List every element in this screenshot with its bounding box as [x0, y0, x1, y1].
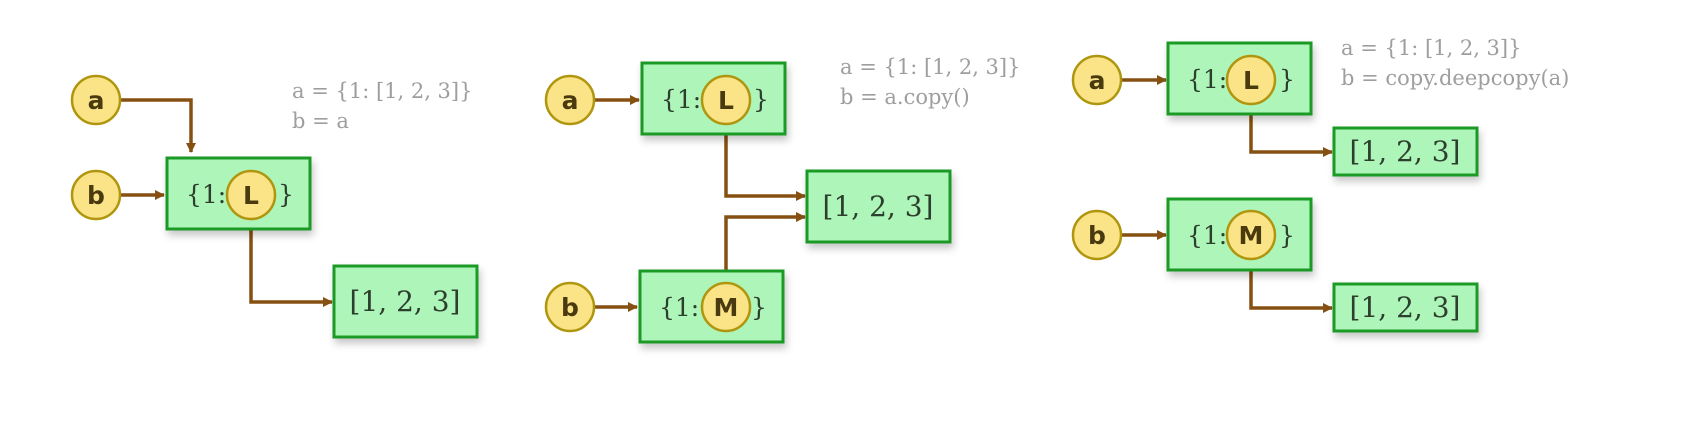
- dict-suffix: }: [1279, 221, 1295, 250]
- code-line: a = {1: [1, 2, 3]}: [1341, 36, 1521, 60]
- dict-prefix: {1:: [661, 85, 701, 114]
- dict-box: {1: } L: [1166, 41, 1313, 116]
- dict-box: {1: } L: [640, 61, 787, 136]
- dict-suffix: }: [278, 180, 294, 209]
- variable-label: a: [88, 86, 105, 115]
- dict-prefix: {1:: [1187, 221, 1227, 250]
- reference-label: L: [718, 86, 734, 115]
- panel-shallow-copy: a = {1: [1, 2, 3]} b = a.copy() {1: } L …: [544, 55, 1020, 344]
- reference-label: L: [243, 181, 259, 210]
- variable-label: a: [1089, 66, 1106, 95]
- code-line: a = {1: [1, 2, 3]}: [292, 79, 472, 103]
- variable-b: b: [544, 281, 596, 333]
- variable-label: a: [562, 86, 579, 115]
- dict-prefix: {1:: [659, 293, 699, 322]
- code-line: b = a: [292, 109, 349, 133]
- list-label: [1, 2, 3]: [1350, 291, 1461, 324]
- panel-assignment: a = {1: [1, 2, 3]} b = a {1: } L [1, 2, …: [70, 74, 479, 339]
- code-line: a = {1: [1, 2, 3]}: [840, 55, 1020, 79]
- reference-arrow: [249, 205, 333, 307]
- variable-b: b: [70, 169, 122, 221]
- dict-box: {1: } M: [1166, 197, 1313, 272]
- panel-deep-copy: a = {1: [1, 2, 3]} b = copy.deepcopy(a) …: [1071, 36, 1569, 333]
- reference-circle: [700, 281, 752, 333]
- list-box: [1, 2, 3]: [1332, 282, 1479, 333]
- variable-b: b: [1071, 209, 1123, 261]
- dict-box: {1: } M: [638, 269, 785, 344]
- reference-arrow: [724, 112, 806, 201]
- reference-label: M: [714, 293, 739, 322]
- list-label: [1, 2, 3]: [1350, 135, 1461, 168]
- list-label: [1, 2, 3]: [350, 285, 461, 318]
- reference-arrow: [118, 98, 196, 153]
- variable-label: b: [1088, 221, 1106, 250]
- reference-circle: [225, 169, 277, 221]
- dict-box: {1: } L: [165, 156, 312, 231]
- reference-circle: [1225, 209, 1277, 261]
- variable-label: b: [561, 293, 579, 322]
- dict-suffix: }: [751, 293, 767, 322]
- dict-prefix: {1:: [186, 180, 226, 209]
- code-line: b = copy.deepcopy(a): [1341, 66, 1569, 90]
- code-line: b = a.copy(): [840, 85, 970, 109]
- variable-label: b: [87, 181, 105, 210]
- reference-circle: [700, 74, 752, 126]
- variable-a: a: [70, 74, 122, 126]
- reference-arrow: [724, 212, 806, 290]
- list-box: [1, 2, 3]: [332, 264, 479, 339]
- list-box: [1, 2, 3]: [1332, 126, 1479, 177]
- variable-a: a: [1071, 54, 1123, 106]
- dict-suffix: }: [753, 85, 769, 114]
- list-box: [1, 2, 3]: [805, 169, 952, 244]
- dict-suffix: }: [1279, 65, 1295, 94]
- reference-label: M: [1239, 221, 1264, 250]
- dict-prefix: {1:: [1187, 65, 1227, 94]
- reference-circle: [1225, 54, 1277, 106]
- list-label: [1, 2, 3]: [823, 190, 934, 223]
- variable-a: a: [544, 74, 596, 126]
- reference-label: L: [1243, 66, 1259, 95]
